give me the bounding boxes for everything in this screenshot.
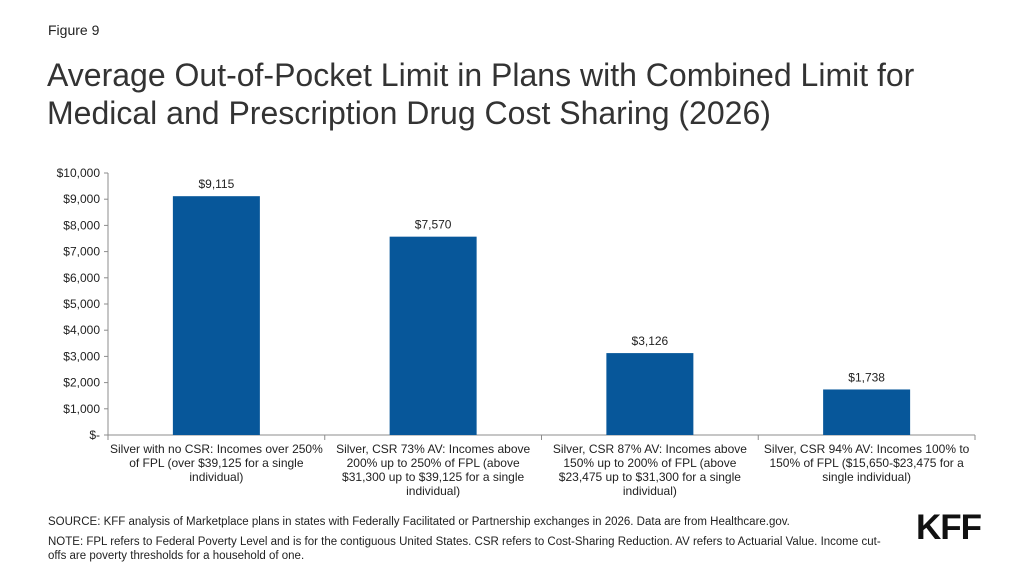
bar [823,389,911,435]
data-label: $9,115 [198,177,234,191]
footnote: NOTE: FPL refers to Federal Poverty Leve… [48,536,881,562]
data-label: $7,570 [415,218,452,232]
data-label: $3,126 [632,334,669,348]
y-tick-label: $8,000 [63,218,100,232]
y-tick-label: $2,000 [63,376,100,390]
x-tick-label: Silver, CSR 87% AV: Incomes above 150% u… [552,442,747,498]
chart-title: Average Out-of-Pocket Limit in Plans wit… [47,57,915,131]
y-tick-label: $5,000 [63,297,100,311]
bar [606,353,694,435]
figure-label: Figure 9 [48,22,100,38]
bar [389,236,477,435]
x-tick-label: Silver, CSR 73% AV: Incomes above 200% u… [336,442,531,498]
y-tick-label: $10,000 [57,166,101,180]
y-tick-label: $4,000 [63,323,100,337]
y-tick-label: $1,000 [63,402,100,416]
x-tick-label: Silver with no CSR: Incomes over 250% of… [110,442,323,484]
bar [172,196,260,435]
y-tick-label: $3,000 [63,349,100,363]
y-tick-label: $9,000 [63,192,100,206]
source-note: SOURCE: KFF analysis of Marketplace plan… [48,516,790,528]
bar-chart: $- $1,000 $2,000 $3,000 $4,000 $5,000 $6,000 $7… [57,166,976,442]
y-tick-label: $- [89,428,100,442]
kff-logo: KFF [916,508,982,547]
y-tick-label: $6,000 [63,271,100,285]
y-tick-label: $7,000 [63,245,100,259]
x-tick-label: Silver, CSR 94% AV: Incomes 100% to 150%… [763,442,970,484]
data-label: $1,738 [848,370,885,384]
